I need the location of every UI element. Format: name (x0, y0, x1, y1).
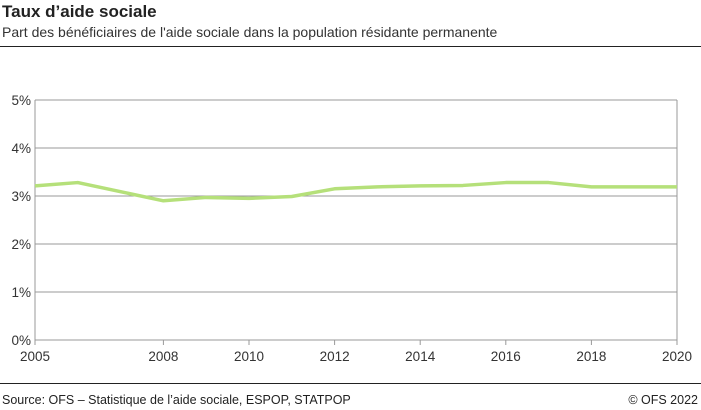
x-tick-label: 2012 (320, 349, 350, 364)
y-tick-label: 3% (11, 189, 31, 204)
y-tick-label: 5% (11, 93, 31, 108)
x-tick-label: 2005 (20, 349, 50, 364)
y-tick-label: 4% (11, 141, 31, 156)
chart-title: Taux d’aide sociale (2, 2, 157, 21)
top-rule (0, 46, 701, 47)
x-tick-label: 2010 (234, 349, 264, 364)
x-tick-label: 2018 (576, 349, 606, 364)
y-tick-label: 0% (11, 333, 31, 348)
x-tick-label: 2016 (491, 349, 521, 364)
source-note: Source: OFS – Statistique de l’aide soci… (2, 393, 351, 407)
x-tick-label: 2020 (662, 349, 692, 364)
x-tick-label: 2008 (148, 349, 178, 364)
copyright: © OFS 2022 (628, 393, 698, 407)
x-tick-label: 2014 (405, 349, 436, 364)
chart-subtitle: Part des bénéficiaires de l'aide sociale… (2, 24, 498, 40)
y-tick-label: 1% (11, 285, 31, 300)
series-line (34, 180, 677, 203)
bottom-rule (0, 383, 701, 384)
y-tick-label: 2% (11, 237, 31, 252)
